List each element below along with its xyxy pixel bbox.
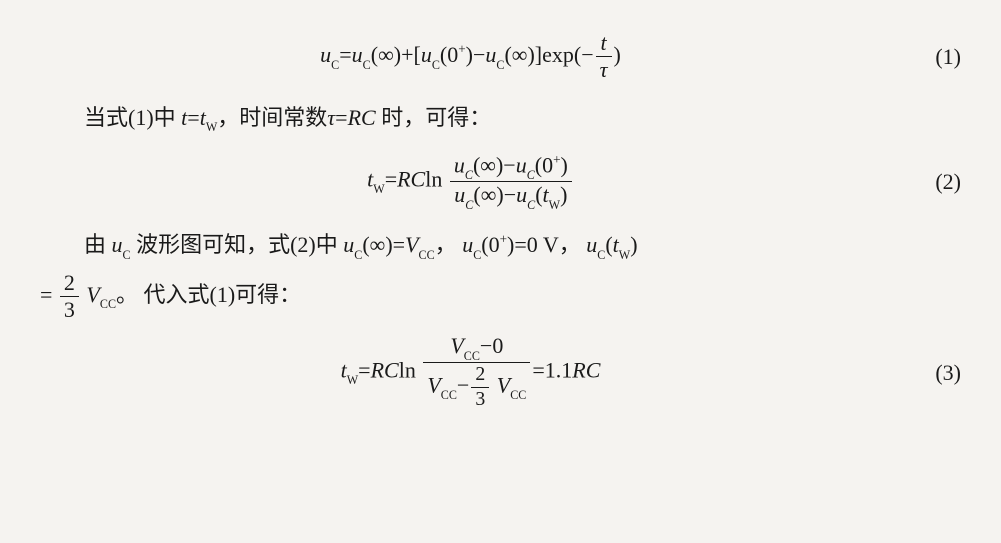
sub-c: C <box>496 58 504 72</box>
var-t: t <box>601 30 607 55</box>
var-uc: u <box>462 232 473 257</box>
sub-w: W <box>549 198 560 212</box>
den-3: 3 <box>60 297 79 323</box>
var-uc: u <box>343 232 354 257</box>
sub-cc: CC <box>510 388 526 402</box>
sub-c: C <box>527 168 535 182</box>
exp-label: exp <box>542 42 574 67</box>
var-uc: u <box>454 153 465 178</box>
zero: 0 <box>489 232 500 257</box>
comma: ， <box>435 232 463 257</box>
sub-c: C <box>432 58 440 72</box>
var-uc: u <box>454 182 465 207</box>
period: 。 <box>116 282 138 307</box>
sub-c: C <box>354 248 362 262</box>
var-tw: t <box>543 182 549 207</box>
equation-1-row: uC=uC(∞)+[uC(0+)−uC(∞)]exp(−tτ) (1) <box>40 30 961 84</box>
fraction-2-3: 23 <box>60 270 79 324</box>
equation-number-1: (1) <box>901 44 961 70</box>
sub-cc: CC <box>419 248 435 262</box>
infinity-symbol: ∞ <box>370 232 386 257</box>
var-vcc: V <box>450 333 463 358</box>
sub-c: C <box>465 198 473 212</box>
sub-c: C <box>527 198 535 212</box>
infinity-symbol: ∞ <box>512 42 528 67</box>
den-3: 3 <box>471 388 489 412</box>
sup-plus: + <box>553 152 560 167</box>
num-2: 2 <box>60 270 79 297</box>
sub-w: W <box>347 373 358 387</box>
var-tau: τ <box>327 105 335 130</box>
text-prefix: 当式(1)中 <box>84 105 181 130</box>
sub-cc: CC <box>441 388 457 402</box>
sub-w: W <box>619 248 630 262</box>
sub-cc: CC <box>100 297 116 311</box>
infinity-symbol: ∞ <box>378 42 394 67</box>
var-vcc: V <box>427 373 440 398</box>
var-tw: t <box>200 105 206 130</box>
zero: 0 <box>542 153 553 178</box>
var-uc: u <box>112 232 123 257</box>
fraction-2-3-inner: 23 <box>471 363 489 412</box>
zero: 0 <box>447 42 458 67</box>
sup-plus: + <box>500 232 507 247</box>
fraction-eq2: uC(∞)−uC(0+)uC(∞)−uC(tW) <box>450 152 572 211</box>
text-line-3a: 由 uC 波形图可知，式(2)中 uC(∞)=VCC， uC(0+)=0 V， … <box>40 221 961 269</box>
var-rc: RC <box>348 105 376 130</box>
var-tw: t <box>341 358 347 383</box>
ln-label: ln <box>399 358 416 383</box>
equation-3: tW=RCln VCC−0VCC−23 VCC=1.1RC <box>40 333 901 411</box>
var-vcc: V <box>86 282 99 307</box>
equals: = <box>40 282 58 307</box>
var-uc: u <box>485 42 496 67</box>
infinity-symbol: ∞ <box>481 182 497 207</box>
minus-zero: −0 <box>480 333 503 358</box>
var-uc: u <box>352 42 363 67</box>
result: =1.1 <box>532 358 572 383</box>
sup-plus: + <box>458 42 465 57</box>
var-rc: RC <box>572 358 600 383</box>
text-suffix: 代入式(1)可得： <box>138 282 301 307</box>
fraction-eq3: VCC−0VCC−23 VCC <box>423 333 530 411</box>
num-2: 2 <box>471 363 489 388</box>
text-line-2: 当式(1)中 t=tW，时间常数τ=RC 时，可得： <box>40 94 961 142</box>
var-rc: RC <box>397 167 425 192</box>
equation-number-3: (3) <box>901 360 961 386</box>
var-rc: RC <box>371 358 399 383</box>
sub-w: W <box>206 120 217 134</box>
equation-2: tW=RCln uC(∞)−uC(0+)uC(∞)−uC(tW) <box>40 152 901 211</box>
text-suffix: 时，可得： <box>376 105 492 130</box>
equation-3-row: tW=RCln VCC−0VCC−23 VCC=1.1RC (3) <box>40 333 961 411</box>
text-prefix: 由 <box>84 232 112 257</box>
sub-c: C <box>597 248 605 262</box>
sub-cc: CC <box>464 349 480 363</box>
var-uc: u <box>516 182 527 207</box>
var-uc: u <box>586 232 597 257</box>
sub-c: C <box>363 58 371 72</box>
equation-number-2: (2) <box>901 169 961 195</box>
equals: = <box>187 105 199 130</box>
sub-c: C <box>465 168 473 182</box>
var-uc: u <box>516 153 527 178</box>
var-uc: u <box>320 42 331 67</box>
var-tw: t <box>613 232 619 257</box>
text-line-3b: = 23 VCC。 代入式(1)可得： <box>40 270 961 324</box>
var-uc: u <box>421 42 432 67</box>
infinity-symbol: ∞ <box>480 153 496 178</box>
equation-2-row: tW=RCln uC(∞)−uC(0+)uC(∞)−uC(tW) (2) <box>40 152 961 211</box>
sub-c: C <box>123 248 131 262</box>
sub-c: C <box>331 58 339 72</box>
sub-w: W <box>373 182 384 196</box>
equation-1: uC=uC(∞)+[uC(0+)−uC(∞)]exp(−tτ) <box>40 30 901 84</box>
sub-c: C <box>473 248 481 262</box>
text-mid: ，时间常数 <box>217 105 327 130</box>
fraction-t-tau: tτ <box>596 30 612 84</box>
var-tau: τ <box>600 57 608 82</box>
var-vcc: V <box>497 373 510 398</box>
text-mid: 波形图可知，式(2)中 <box>131 232 344 257</box>
zero-v: =0 V， <box>514 232 586 257</box>
ln-label: ln <box>425 167 442 192</box>
var-vcc: V <box>405 232 418 257</box>
